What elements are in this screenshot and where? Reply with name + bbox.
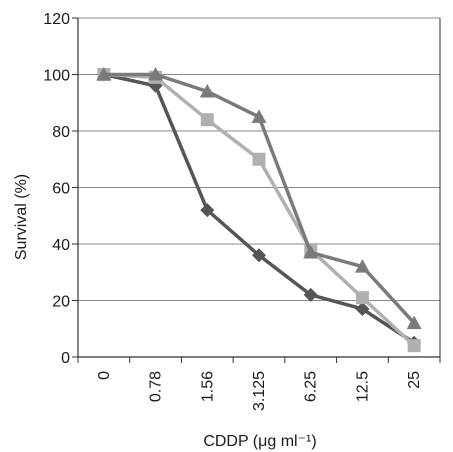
data-point-triangle [148,67,164,81]
data-point-triangle [251,109,267,123]
y-axis-label: Survival (%) [13,174,30,260]
axes [72,17,441,363]
data-series [96,67,422,353]
x-tick-label: 25 [406,371,423,389]
y-tick-label: 20 [52,294,70,311]
data-point-square [200,113,214,127]
data-point-square [252,152,266,166]
y-tick-label: 120 [43,11,70,28]
y-tick-label: 40 [52,237,70,254]
y-tick-label: 100 [43,68,70,85]
data-point-square [407,339,421,353]
data-point-diamond [303,287,318,302]
data-point-triangle [199,83,215,98]
x-tick-label: 0.78 [148,371,165,402]
x-tick-label: 12.5 [354,371,371,402]
data-point-triangle [303,244,319,259]
x-axis-label: CDDP (μg ml⁻¹) [203,433,316,450]
x-tick-labels: 0 0.78 1.56 3.125 6.25 12.5 25 [96,371,423,411]
data-point-diamond [252,248,266,263]
series-triangle [96,67,422,330]
x-tick-label: 3.125 [251,371,268,411]
y-tick-label: 60 [52,181,70,198]
data-point-square [355,291,369,305]
x-tick-label: 1.56 [199,371,216,402]
y-tick-labels: 0 20 40 60 80 100 120 [43,11,70,367]
data-point-diamond [355,301,370,316]
y-tick-label: 0 [61,350,70,367]
data-point-triangle [406,315,422,330]
data-point-triangle [96,67,112,81]
data-point-diamond [200,203,215,218]
data-point-triangle [354,259,370,273]
x-tick-label: 6.25 [303,371,320,402]
y-tick-label: 80 [52,124,70,141]
x-tick-label: 0 [96,371,113,380]
